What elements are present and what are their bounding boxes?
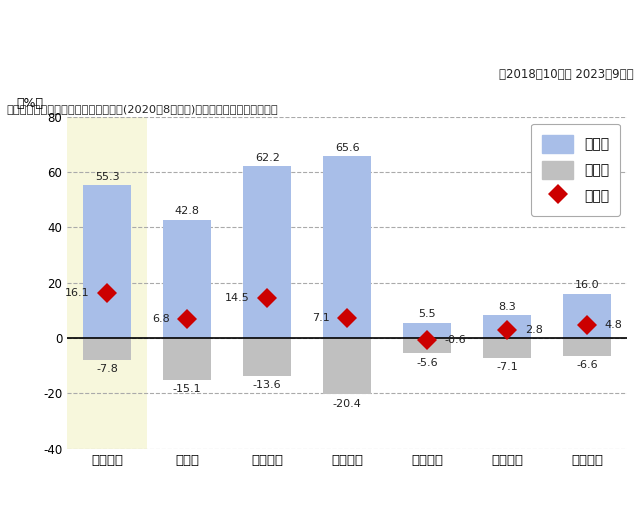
Text: 4.8: 4.8: [605, 320, 623, 330]
Text: 65.6: 65.6: [335, 143, 360, 153]
Bar: [563, 338, 611, 356]
Text: 55.3: 55.3: [95, 172, 120, 182]
Text: -7.8: -7.8: [96, 364, 118, 374]
Bar: [83, 338, 131, 359]
Bar: [323, 338, 371, 394]
Text: -6.6: -6.6: [577, 360, 598, 371]
Bar: [483, 315, 531, 338]
Bar: [163, 338, 211, 380]
Bar: [83, 185, 131, 338]
Text: 5.5: 5.5: [419, 309, 436, 319]
Bar: [483, 338, 531, 357]
Bar: [243, 338, 291, 376]
Text: 42.8: 42.8: [175, 206, 200, 216]
Text: 16.0: 16.0: [575, 280, 600, 291]
Bar: [323, 157, 371, 338]
Text: （2018年10月～ 2023年9月）: （2018年10月～ 2023年9月）: [499, 68, 634, 82]
Text: 16.1: 16.1: [65, 288, 90, 299]
Text: 8.3: 8.3: [499, 302, 516, 312]
Bar: [163, 220, 211, 338]
Text: ファンドの年間騰落率はベンチマーク(2020年8月以前)の年間騰落率を含みます。: ファンドの年間騰落率はベンチマーク(2020年8月以前)の年間騰落率を含みます。: [6, 104, 278, 114]
Bar: [403, 338, 451, 353]
Bar: [563, 294, 611, 338]
Text: 2.8: 2.8: [525, 325, 543, 335]
Text: （%）: （%）: [17, 97, 44, 110]
Text: 7.1: 7.1: [312, 313, 330, 323]
Text: 6.8: 6.8: [152, 314, 170, 324]
Text: ファンドと他の代表的な資産クラスとの騰落率の比較: ファンドと他の代表的な資産クラスとの騰落率の比較: [12, 23, 321, 44]
Bar: [243, 166, 291, 338]
Text: 14.5: 14.5: [225, 293, 250, 303]
Bar: [67, 117, 147, 449]
Text: -0.6: -0.6: [445, 335, 467, 345]
Text: 62.2: 62.2: [255, 153, 280, 163]
Text: -20.4: -20.4: [333, 399, 362, 409]
Legend: 最大値, 最小値, 平均値: 最大値, 最小値, 平均値: [531, 124, 620, 216]
Bar: [403, 323, 451, 338]
Text: -5.6: -5.6: [417, 357, 438, 368]
Text: -7.1: -7.1: [497, 362, 518, 372]
Text: -13.6: -13.6: [253, 380, 282, 390]
Text: -15.1: -15.1: [173, 384, 202, 394]
